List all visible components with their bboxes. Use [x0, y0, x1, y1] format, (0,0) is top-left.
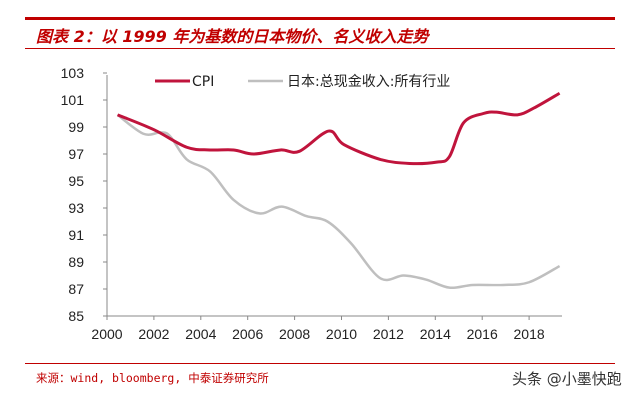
x-tick-label: 2008 [279, 326, 310, 342]
y-tick-label: 85 [68, 308, 84, 324]
x-tick-label: 2004 [185, 326, 216, 342]
legend-label-income: 日本:总现金收入:所有行业 [287, 74, 450, 90]
footer-rule [25, 363, 615, 364]
chart-title: 图表 2：以 1999 年为基数的日本物价、名义收入走势 [36, 27, 429, 46]
top-rule [25, 17, 615, 20]
series-line-cpi [116, 91, 561, 166]
title-rule [25, 48, 615, 49]
y-tick-label: 89 [68, 254, 84, 270]
x-tick-label: 2014 [420, 326, 451, 342]
x-tick-label: 2000 [91, 326, 122, 342]
y-tick-label: 87 [68, 281, 84, 297]
x-tick-label: 2012 [373, 326, 404, 342]
x-tick-label: 2010 [326, 326, 357, 342]
y-tick-label: 91 [68, 227, 84, 243]
watermark: 头条 @小墨快跑 [512, 370, 622, 388]
y-tick-label: 99 [68, 119, 84, 135]
y-tick-label: 101 [61, 92, 85, 108]
y-tick-label: 95 [68, 173, 84, 189]
x-tick-label: 2016 [467, 326, 498, 342]
y-tick-label: 103 [61, 65, 85, 81]
y-tick-label: 97 [68, 146, 84, 162]
y-tick-label: 93 [68, 200, 84, 216]
source-note: 来源：wind, bloomberg, 中泰证券研究所 [36, 371, 269, 385]
x-tick-label: 2018 [514, 326, 545, 342]
x-tick-label: 2002 [138, 326, 169, 342]
x-tick-label: 2006 [232, 326, 263, 342]
legend-label-cpi: CPI [192, 74, 214, 90]
